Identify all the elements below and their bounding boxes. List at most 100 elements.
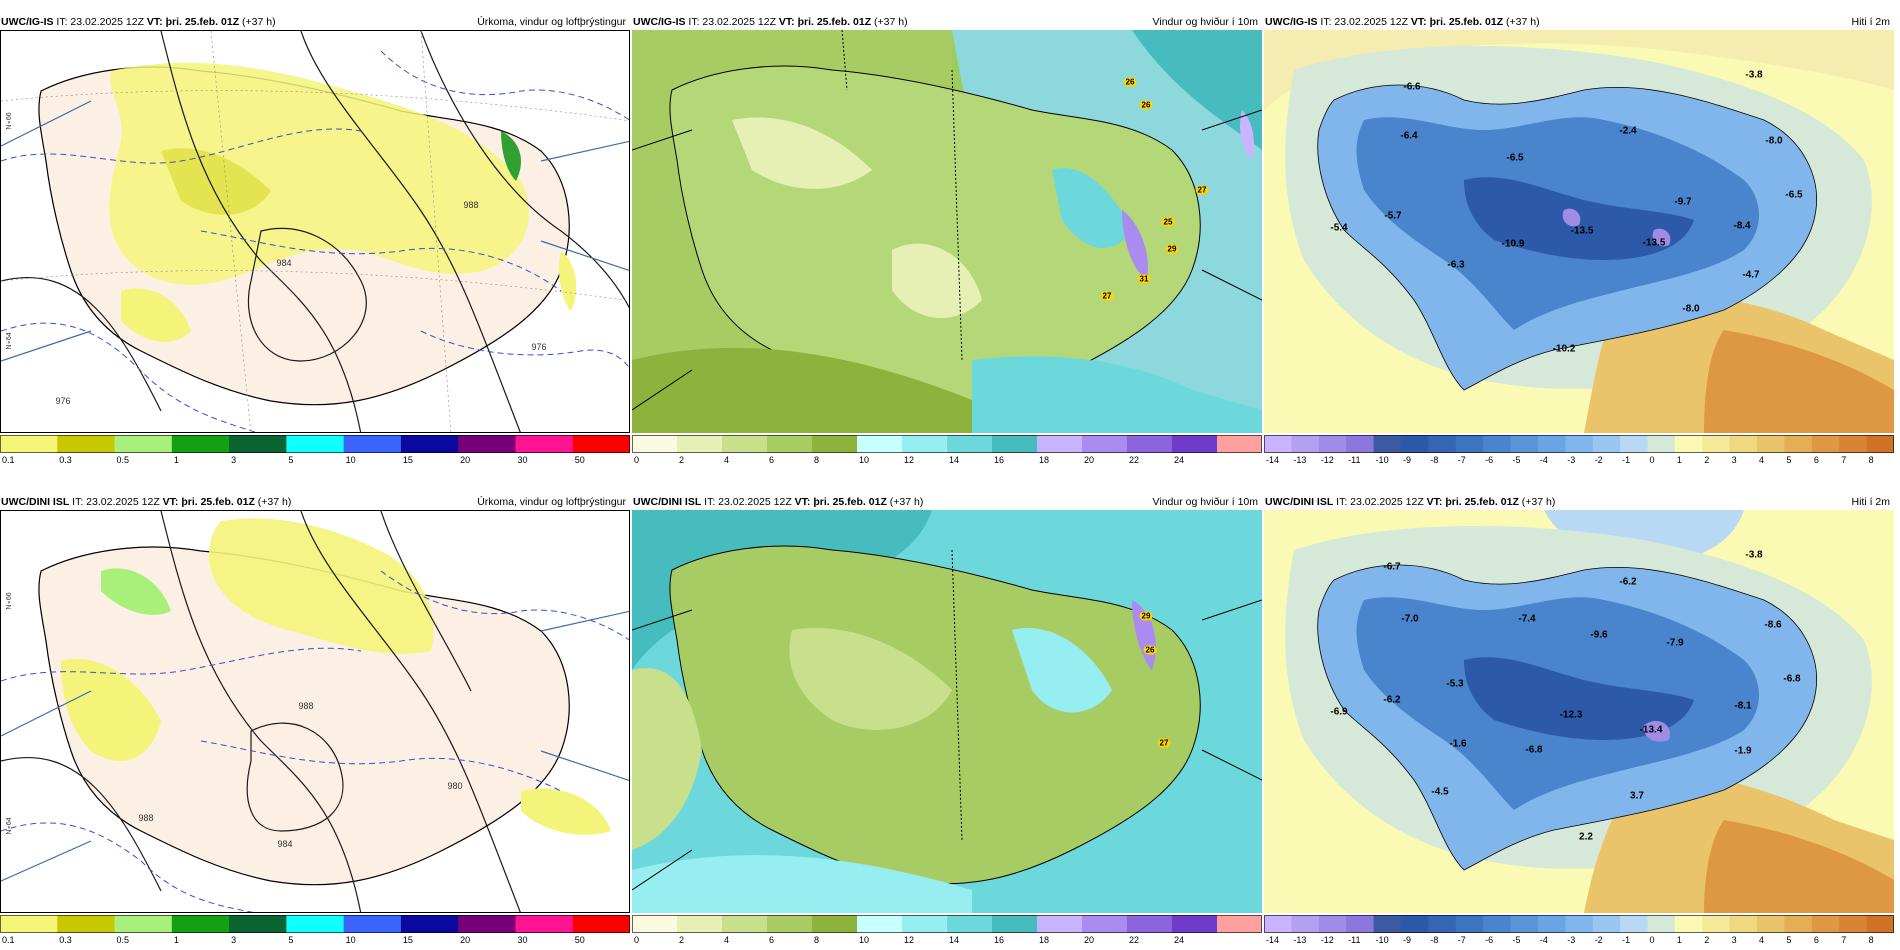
colorbar-tick-label: 0.5 — [117, 935, 130, 945]
init-time: IT: 23.02.2025 12Z — [1320, 16, 1408, 28]
colorbar-swatch — [1127, 435, 1173, 453]
panel-title: Vindur og hviður í 10m — [1152, 16, 1258, 28]
colorbar-swatch — [458, 915, 516, 933]
lead-time: (+37 h) — [889, 496, 924, 508]
colorbar-tick-label: 4 — [1759, 455, 1764, 465]
colorbar-tick-label: 8 — [814, 935, 819, 945]
colorbar-swatch — [902, 915, 948, 933]
colorbar-swatch — [1866, 915, 1894, 933]
panel-dini-temp: UWC/DINI ISL IT: 23.02.2025 12Z VT: þri.… — [1264, 495, 1894, 950]
colorbar-tick-label: -13 — [1293, 935, 1306, 945]
colorbar-tick-label: 6 — [1814, 935, 1819, 945]
colorbar-tick-label: 3 — [231, 455, 236, 465]
temp-label: -4.5 — [1431, 786, 1449, 798]
colorbar-swatch — [1037, 435, 1083, 453]
colorbar-swatch — [286, 915, 345, 933]
colorbar-tick-label: 5 — [288, 935, 293, 945]
colorbar-swatch — [286, 435, 345, 453]
temp-label: -9.7 — [1674, 196, 1692, 208]
pressure-label: 976 — [531, 342, 547, 352]
colorbar-swatch — [1592, 915, 1621, 933]
colorbar-swatch — [1400, 915, 1429, 933]
colorbar-frame — [0, 915, 630, 933]
colorbar-swatch — [229, 435, 287, 453]
temp-label: -6.5 — [1785, 189, 1803, 201]
colorbar-tick-label: 16 — [994, 935, 1004, 945]
latitude-label: N∘66 — [6, 112, 13, 130]
colorbar-swatch — [632, 435, 678, 453]
colorbar-swatch — [1428, 435, 1457, 453]
valid-time: VT: þri. 25.feb. 01Z — [778, 16, 872, 28]
map-canvas — [1264, 30, 1894, 433]
temp-label: 3.7 — [1630, 790, 1644, 802]
temp-label: -8.1 — [1734, 700, 1752, 712]
colorbar-tick-label: 0 — [634, 455, 639, 465]
panel-header: UWC/DINI ISL IT: 23.02.2025 12Z VT: þri.… — [1264, 495, 1894, 510]
colorbar-tick-label: 10 — [859, 455, 869, 465]
init-time: IT: 23.02.2025 12Z — [1336, 496, 1424, 508]
pressure-label: 984 — [277, 839, 293, 849]
colorbar-tick-label: 3 — [1732, 935, 1737, 945]
wind-map: 29 26 27 — [632, 510, 1262, 913]
panel-title: Vindur og hviður í 10m — [1152, 496, 1258, 508]
colorbar-tick-label: 20 — [1084, 935, 1094, 945]
colorbar-swatch — [572, 435, 630, 453]
colorbar-tick-label: -7 — [1458, 935, 1466, 945]
colorbar-swatch — [1784, 435, 1813, 453]
colorbar-swatch — [1620, 435, 1648, 453]
colorbar-tick-label: 6 — [769, 935, 774, 945]
precip-map: 976 984 988 976 N∘66 N∘64 — [0, 30, 630, 433]
temp-label: -3.8 — [1745, 549, 1763, 561]
colorbar-frame — [632, 915, 1262, 933]
pressure-label: 988 — [298, 701, 314, 711]
colorbar-tick-label: -8 — [1430, 455, 1438, 465]
colorbar-tick-label: 15 — [403, 455, 413, 465]
colorbar-tick-label: 0 — [1649, 935, 1654, 945]
colorbar-swatch — [458, 435, 516, 453]
colorbar-tick-label: 18 — [1039, 935, 1049, 945]
colorbar-swatch — [400, 435, 459, 453]
colorbar-tick-label: 4 — [724, 455, 729, 465]
colorbar-swatch — [171, 915, 230, 933]
colorbar-tick-label: 3 — [231, 935, 236, 945]
gust-label: 27 — [1100, 291, 1114, 301]
panel-header: UWC/DINI ISL IT: 23.02.2025 12Z VT: þri.… — [0, 495, 630, 510]
gust-label: 27 — [1157, 738, 1171, 748]
colorbar-frame — [632, 435, 1262, 453]
gust-label: 29 — [1165, 244, 1179, 254]
panel-dini-precip: UWC/DINI ISL IT: 23.02.2025 12Z VT: þri.… — [0, 495, 630, 950]
lead-time: (+37 h) — [257, 496, 292, 508]
colorbar-swatch — [1318, 435, 1347, 453]
colorbar-swatch — [1455, 435, 1484, 453]
colorbar-swatch — [515, 915, 574, 933]
colorbar-swatch — [1318, 915, 1347, 933]
temp-label: -8.0 — [1682, 303, 1700, 315]
valid-time: VT: þri. 25.feb. 01Z — [146, 16, 240, 28]
colorbar-tick-label: 22 — [1129, 935, 1139, 945]
temp-label: -9.6 — [1590, 629, 1608, 641]
panel-title: Úrkoma, vindur og loftþrýstingur — [477, 496, 626, 508]
colorbar-swatch — [1592, 435, 1621, 453]
colorbar-swatch — [857, 435, 903, 453]
temp-label: -6.3 — [1447, 259, 1465, 271]
colorbar-swatch — [1702, 915, 1731, 933]
colorbar-tick-label: 2 — [1704, 935, 1709, 945]
colorbar-tick-label: 8 — [814, 455, 819, 465]
init-time: IT: 23.02.2025 12Z — [688, 16, 776, 28]
colorbar-tick-label: -9 — [1403, 935, 1411, 945]
latitude-label: N∘66 — [6, 592, 13, 610]
temp-label: -13.4 — [1639, 724, 1663, 736]
colorbar-swatch — [1346, 915, 1375, 933]
colorbar-tick-label: 30 — [517, 935, 527, 945]
temp-label: -13.5 — [1642, 237, 1666, 249]
colorbar-swatch — [632, 915, 678, 933]
latitude-label: N∘64 — [6, 817, 13, 835]
panel-header: UWC/IG-IS IT: 23.02.2025 12Z VT: þri. 25… — [632, 15, 1262, 30]
colorbar-swatch — [1483, 915, 1512, 933]
colorbar-swatch — [1757, 915, 1785, 933]
colorbar-swatch — [572, 915, 630, 933]
colorbar-canvas: 0.1 0.3 0.5 1 3 5 10 15 20 30 50 — [0, 915, 630, 945]
colorbar-tick-label: -14 — [1266, 455, 1279, 465]
colorbar-swatch — [992, 435, 1038, 453]
temp-label: -10.2 — [1552, 343, 1576, 355]
